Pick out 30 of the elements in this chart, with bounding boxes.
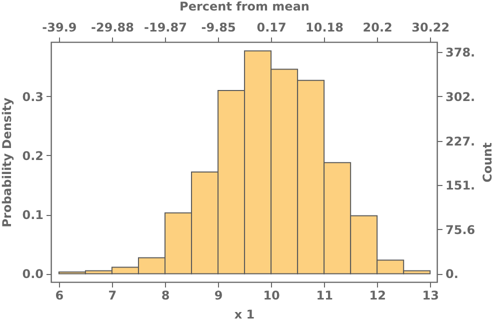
y2-tick-label: 302. — [446, 90, 476, 104]
x2-tick-label: -39.9 — [42, 20, 77, 34]
x-tick-label: 7 — [108, 288, 117, 302]
x-axis-title: x 1 — [234, 308, 255, 322]
y2-tick-label: 227. — [446, 134, 476, 148]
x-tick-label: 9 — [214, 288, 223, 302]
y-tick-label: 0.3 — [22, 90, 44, 104]
x2-tick-label: 30.22 — [412, 20, 450, 34]
x2-tick-label: 0.17 — [256, 20, 286, 34]
y2-tick-label: 378. — [446, 46, 476, 60]
x2-tick-label: -29.88 — [91, 20, 134, 34]
y-tick-label: 0.1 — [22, 208, 44, 222]
y-tick-label: 0.0 — [22, 267, 44, 282]
x-tick-label: 12 — [369, 288, 386, 302]
x-tick-label: 8 — [161, 288, 170, 302]
x2-tick-label: -19.87 — [144, 20, 187, 34]
y2-axis-title: Count — [480, 142, 494, 182]
x2-tick-label: 20.2 — [362, 20, 392, 34]
y-tick-label: 0.2 — [22, 149, 44, 163]
x2-axis-title: Percent from mean — [180, 0, 310, 14]
y-axis-title: Probability Density — [0, 97, 14, 228]
x-tick-label: 11 — [316, 288, 333, 302]
x2-tick-label: 10.18 — [306, 20, 344, 34]
y2-tick-label: 151. — [446, 178, 476, 193]
y2-tick-label: 0. — [446, 267, 458, 282]
x-tick-label: 13 — [422, 288, 439, 302]
x-tick-label: 6 — [55, 288, 64, 302]
x2-tick-label: -9.85 — [201, 20, 236, 34]
y2-tick-label: 75.6 — [446, 222, 476, 237]
x-tick-label: 10 — [263, 288, 280, 302]
